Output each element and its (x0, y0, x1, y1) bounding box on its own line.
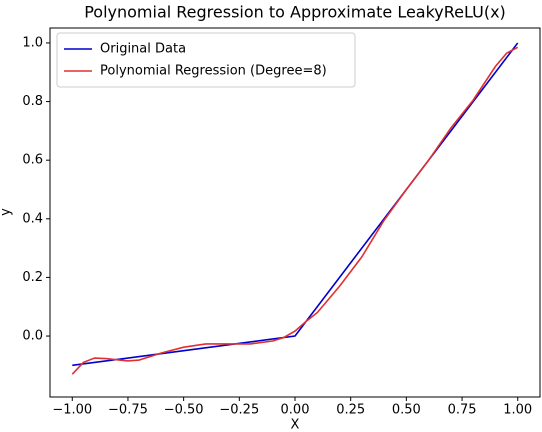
x-tick-label: 0.00 (281, 403, 310, 418)
y-tick-label: 1.0 (22, 35, 43, 50)
series-line (72, 42, 519, 367)
y-tick-label: 0.8 (22, 94, 43, 109)
x-tick-label: 0.25 (336, 403, 365, 418)
x-tick-label: 0.75 (448, 403, 477, 418)
y-tick-label: 0.2 (22, 270, 43, 285)
y-tick-label: 0.6 (22, 153, 43, 168)
y-tick-label: 0.0 (22, 329, 43, 344)
x-axis-label: X (291, 418, 300, 432)
x-tick-label: −1.00 (52, 403, 92, 418)
x-tick-label: −0.75 (108, 403, 148, 418)
x-tick-label: −0.25 (219, 403, 259, 418)
x-tick-label: 0.50 (392, 403, 421, 418)
plot-frame (49, 27, 541, 398)
legend-label: Original Data (100, 42, 186, 57)
x-tick-label: 1.00 (503, 403, 532, 418)
legend-box (56, 32, 356, 88)
chart-title: Polynomial Regression to Approximate Lea… (84, 3, 506, 22)
y-tick-label: 0.4 (22, 211, 43, 226)
y-axis-label: y (0, 208, 14, 216)
series-line (71, 46, 519, 375)
legend-label: Polynomial Regression (Degree=8) (100, 64, 327, 79)
x-tick-label: −0.50 (164, 403, 204, 418)
